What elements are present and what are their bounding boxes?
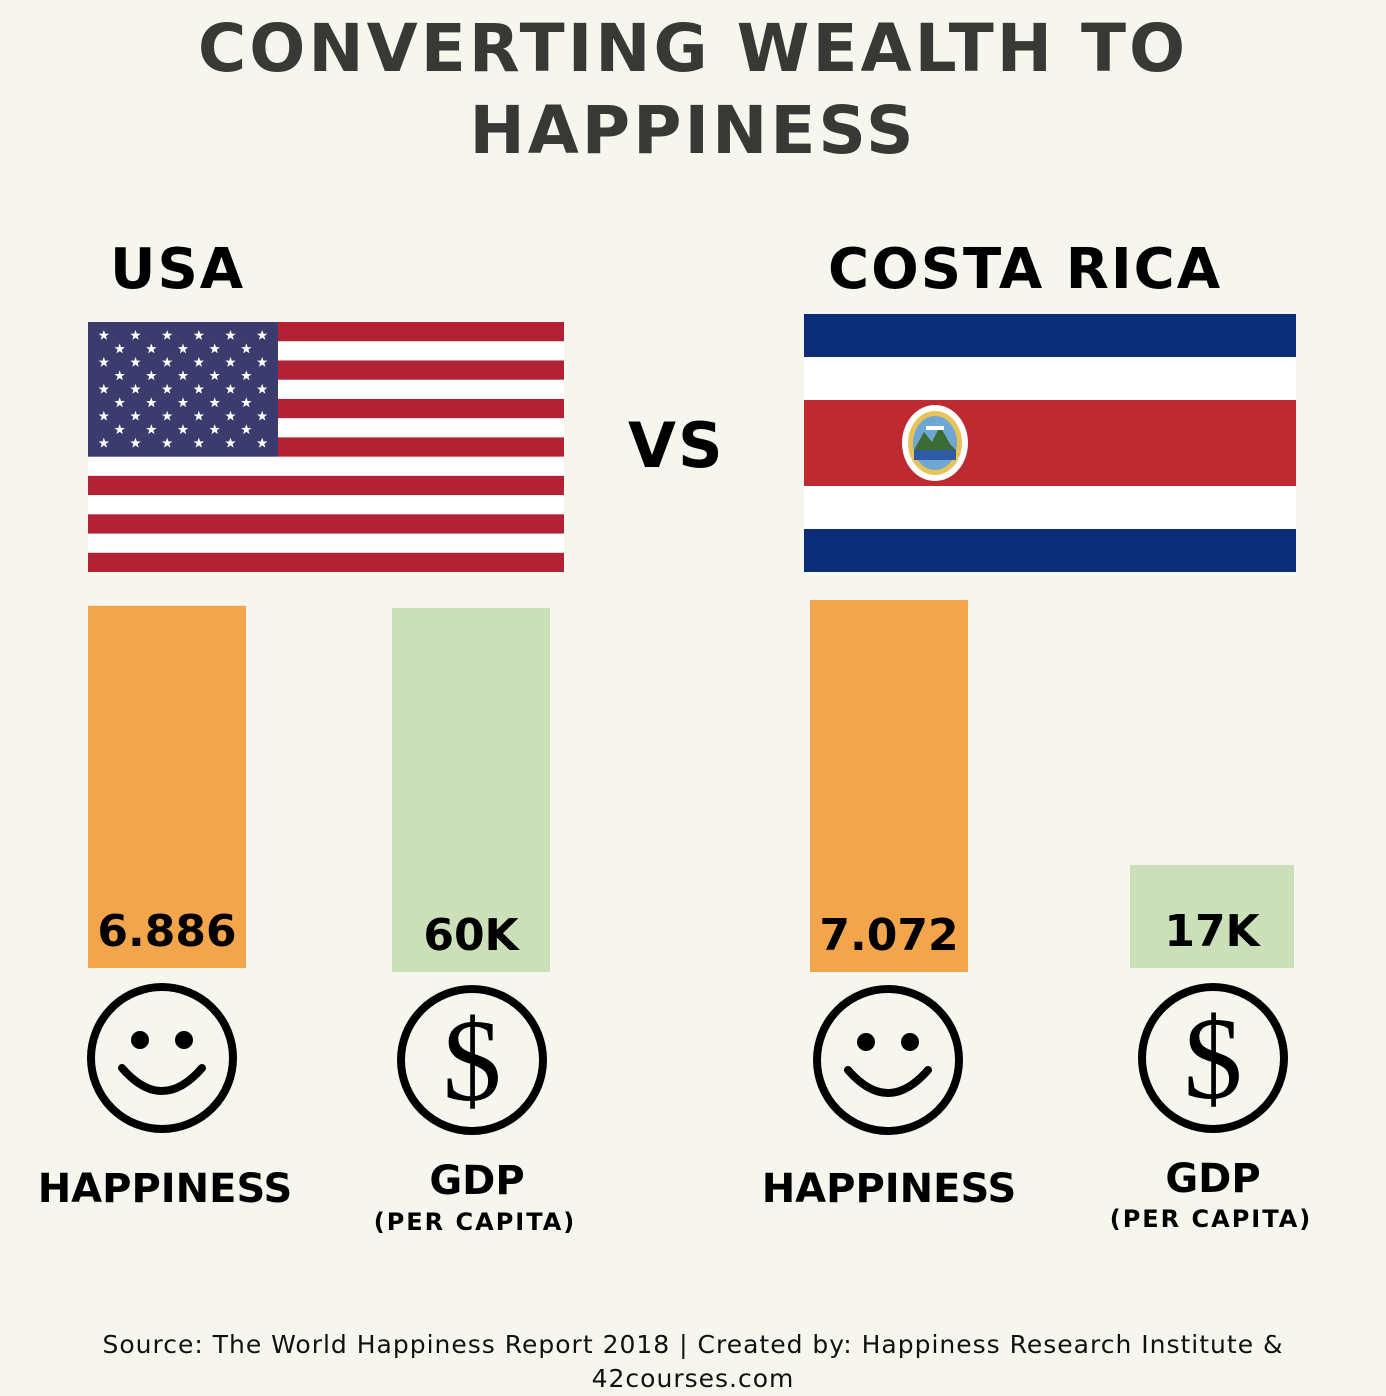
country-name-usa: USA (110, 237, 246, 302)
usa-happiness-label: HAPPINESS (37, 1166, 293, 1212)
title-line-2: HAPPINESS (469, 92, 917, 169)
usa-gdp-label: GDP (429, 1158, 525, 1204)
svg-text:$: $ (1184, 993, 1243, 1124)
data-label-usa-gdp: 60K (423, 910, 520, 961)
bar-costa-rica-happiness (810, 600, 968, 972)
svg-text:$: $ (443, 995, 502, 1126)
title-line-1: CONVERTING WEALTH TO (197, 10, 1189, 87)
vs-label: VS (628, 409, 725, 482)
bar-costa-rica-gdp (1130, 864, 1294, 968)
country-name-costa-rica: COSTA RICA (828, 237, 1223, 302)
usa-per-capita-label: (PER CAPITA) (373, 1208, 577, 1236)
bar-chart: 6.886 60K 7.072 17K (88, 600, 1294, 972)
page-title: CONVERTING WEALTH TO HAPPINESS (0, 8, 1386, 172)
data-label-costa-rica-gdp: 17K (1164, 906, 1261, 957)
dollar-icon: $ (1138, 983, 1288, 1133)
smiley-icon (87, 983, 237, 1133)
costa-rica-gdp-label: GDP (1165, 1156, 1261, 1202)
smiley-icon (813, 985, 963, 1135)
data-label-costa-rica-happiness: 7.072 (819, 910, 958, 961)
usa-flag (88, 322, 564, 572)
coat-of-arms-icon (902, 405, 968, 481)
bar-usa-gdp (392, 608, 550, 972)
bar-usa-happiness (88, 605, 246, 968)
costa-rica-happiness-label: HAPPINESS (761, 1166, 1017, 1212)
source-footer: Source: The World Happiness Report 2018 … (102, 1330, 1284, 1393)
costa-rica-flag (804, 314, 1296, 572)
dollar-icon: $ (397, 985, 547, 1135)
data-label-usa-happiness: 6.886 (97, 906, 236, 957)
costa-rica-per-capita-label: (PER CAPITA) (1109, 1205, 1313, 1233)
